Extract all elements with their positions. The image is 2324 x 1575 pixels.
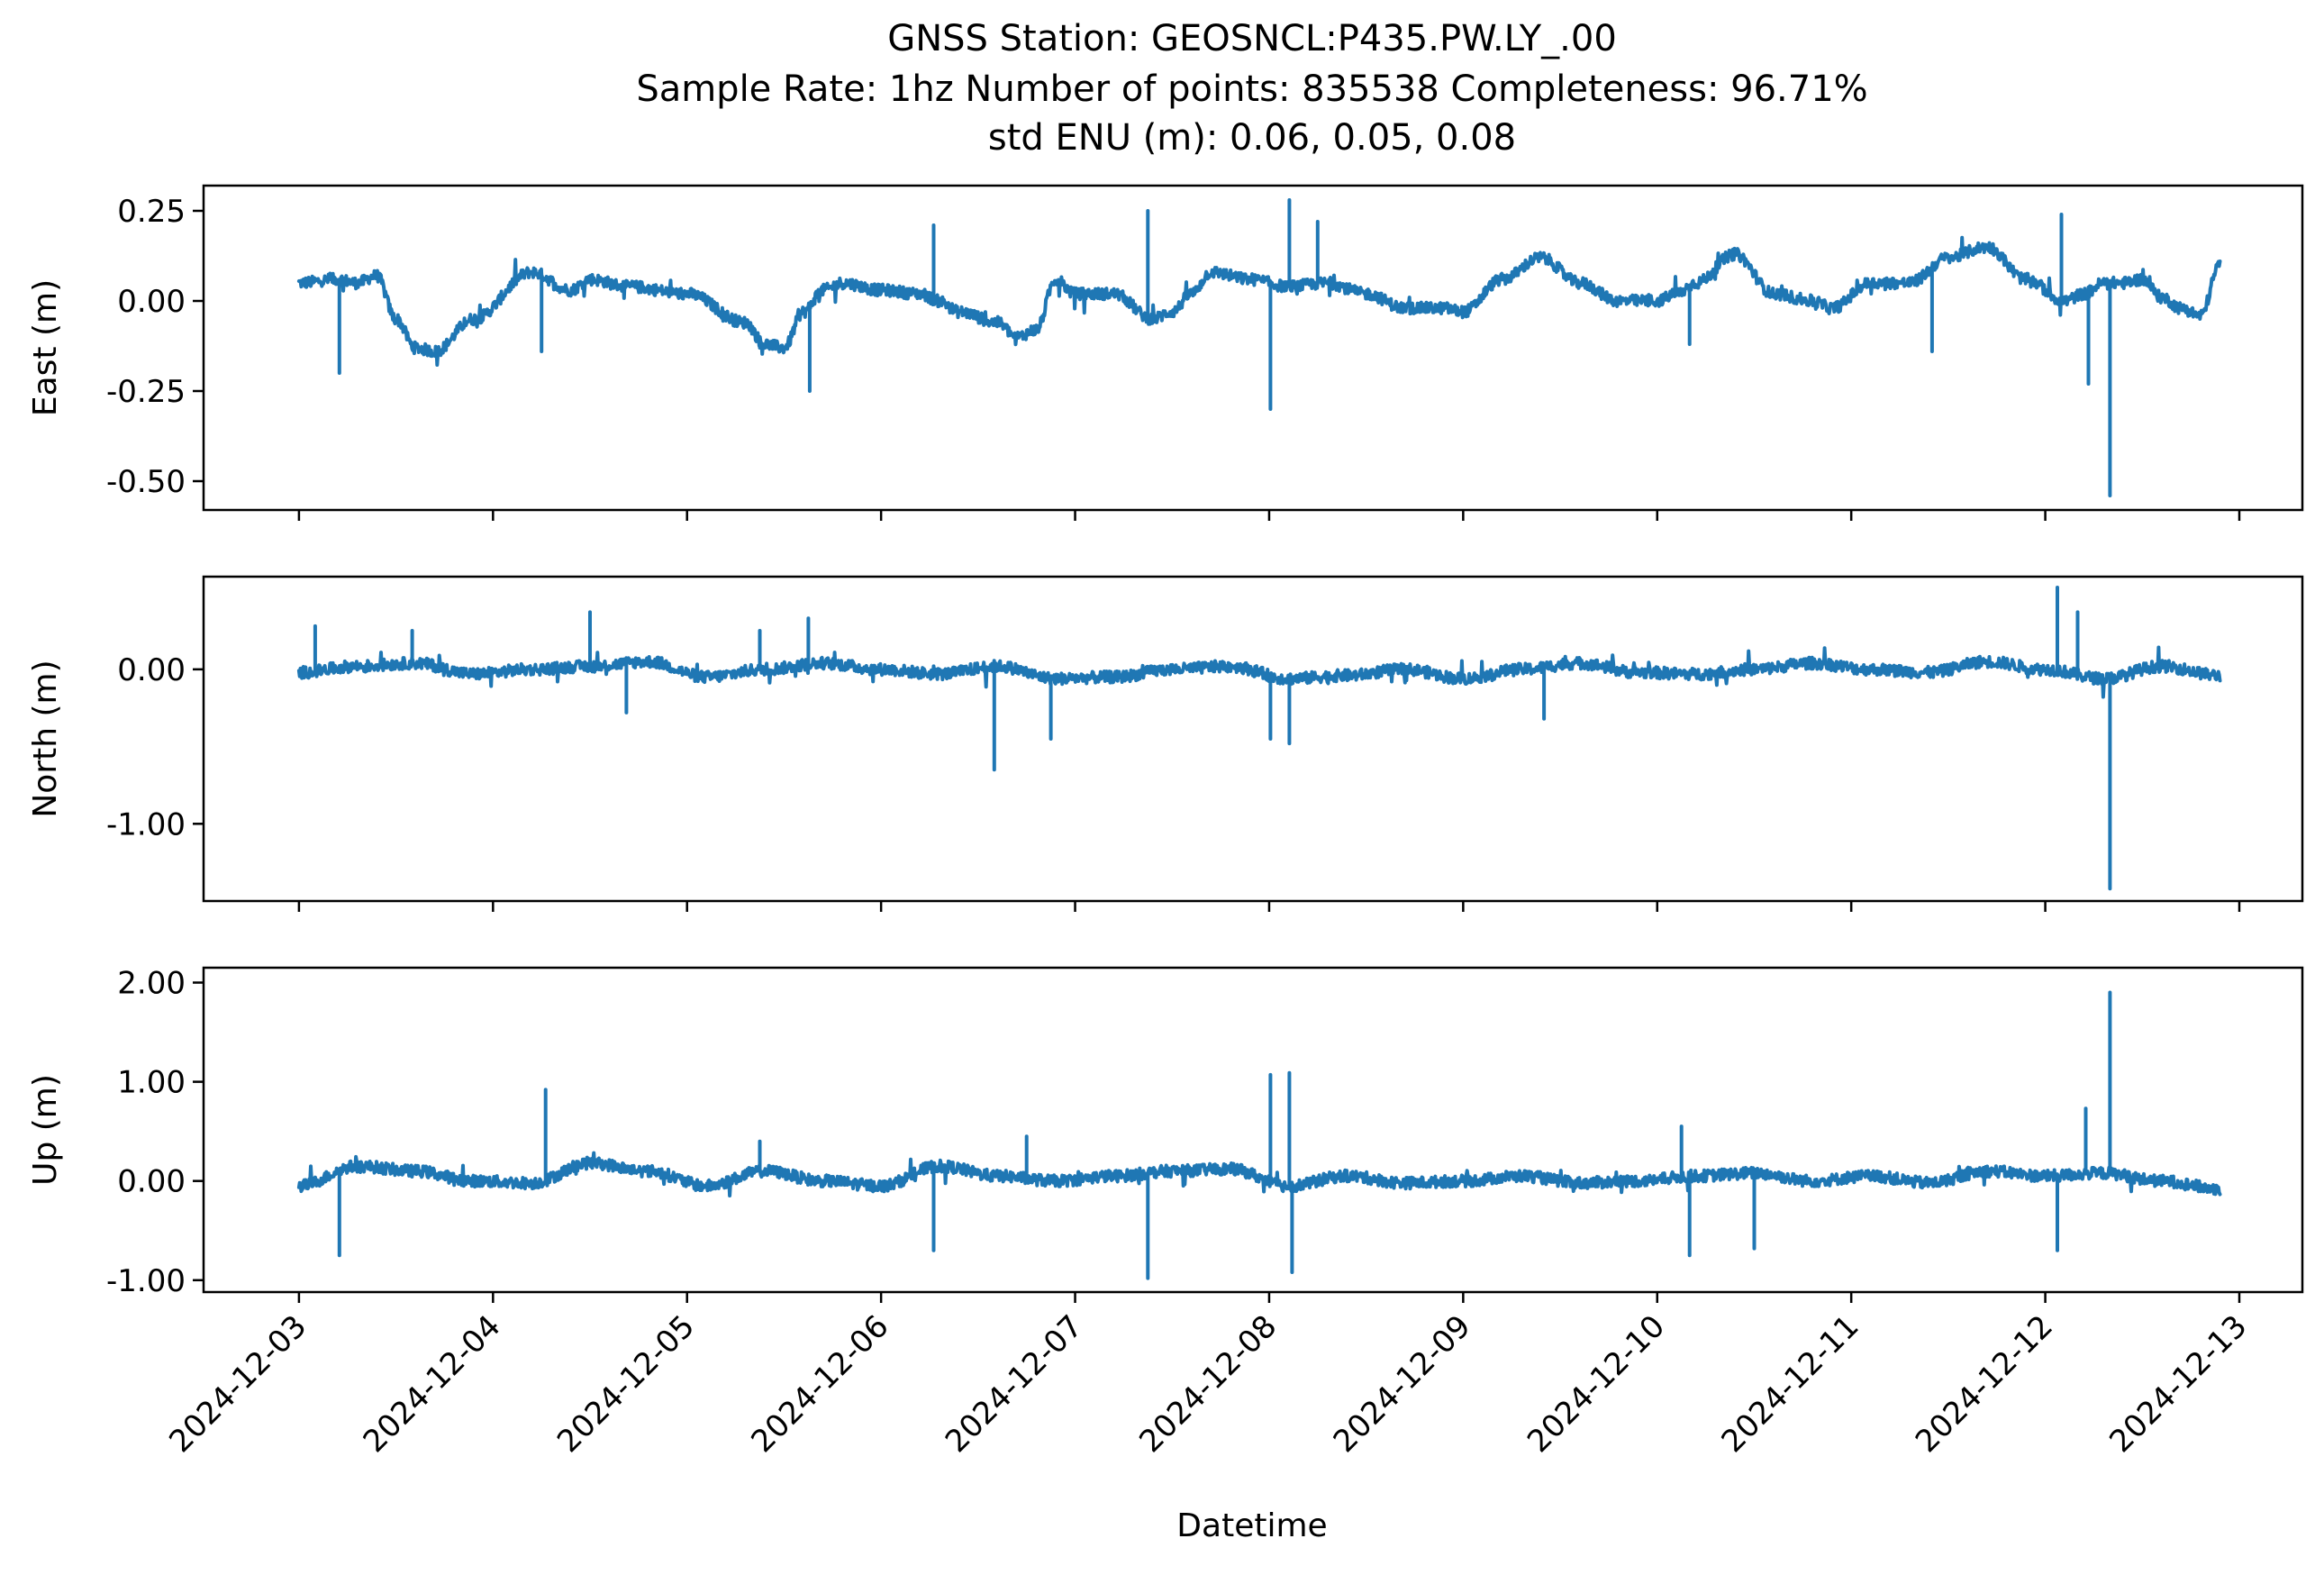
figure-title: GNSS Station: GEOSNCL:P435.PW.LY_.00 Sam…: [636, 18, 1867, 159]
north-y-axis-label: North (m): [27, 660, 64, 817]
up-ytick-label: 2.00: [117, 966, 186, 1002]
up-axes-frame: [202, 966, 2304, 1294]
east-ytick-label: 0.25: [117, 194, 186, 230]
east-axes-frame: [202, 184, 2304, 512]
east-y-axis-label: East (m): [27, 279, 64, 416]
title-line-2: Sample Rate: 1hz Number of points: 83553…: [636, 68, 1867, 110]
north-panel: 0.00 -1.00 North (m): [27, 575, 2304, 912]
east-series-line: [296, 198, 2222, 497]
north-ytick-label: -1.00: [106, 806, 186, 842]
north-series-line: [296, 586, 2222, 891]
title-line-1: GNSS Station: GEOSNCL:P435.PW.LY_.00: [887, 18, 1617, 59]
up-series-line: [296, 990, 2222, 1280]
up-y-axis-label: Up (m): [27, 1074, 64, 1186]
east-ytick-label: 0.00: [117, 284, 186, 320]
east-ytick-label: -0.50: [106, 464, 186, 500]
up-ytick-label: 0.00: [117, 1164, 186, 1200]
north-ytick-label: 0.00: [117, 652, 186, 688]
up-ytick-label: 1.00: [117, 1065, 186, 1101]
title-line-3: std ENU (m): 0.06, 0.05, 0.08: [988, 117, 1516, 159]
up-ytick-label: -1.00: [106, 1263, 186, 1299]
north-axes-frame: [202, 575, 2304, 903]
east-panel: 0.25 0.00 -0.25 -0.50 East (m): [27, 184, 2304, 521]
east-ytick-label: -0.25: [106, 374, 186, 410]
x-axis-label: Datetime: [1176, 1507, 1327, 1544]
